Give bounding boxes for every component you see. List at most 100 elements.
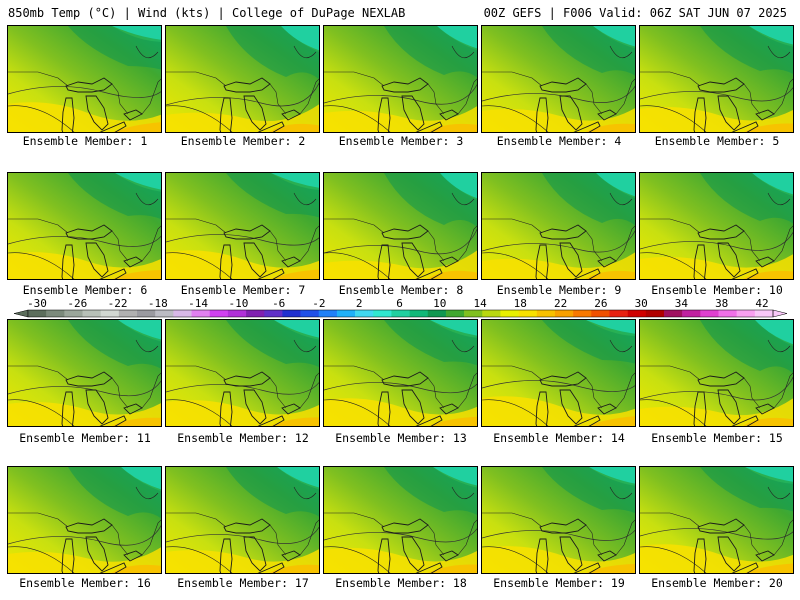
temperature-map <box>482 173 635 279</box>
ensemble-member-label: Ensemble Member: 10 <box>651 283 783 297</box>
temperature-map <box>8 320 161 426</box>
ensemble-member-label: Ensemble Member: 19 <box>493 576 625 590</box>
ensemble-member-label: Ensemble Member: 20 <box>651 576 783 590</box>
ensemble-member-label: Ensemble Member: 13 <box>335 431 467 445</box>
colorbar-swatch <box>591 310 610 317</box>
ensemble-member-label: Ensemble Member: 1 <box>22 134 148 148</box>
colorbar-swatch <box>482 310 501 317</box>
valid-time-title: 00Z GEFS | F006 Valid: 06Z SAT JUN 07 20… <box>483 6 787 20</box>
colorbar-swatch <box>736 310 756 317</box>
colorbar-swatch <box>464 310 483 317</box>
colorbar-swatch <box>118 310 138 317</box>
ensemble-map-panel <box>639 172 794 280</box>
colorbar-swatch <box>518 310 538 317</box>
ensemble-member-label: Ensemble Member: 2 <box>180 134 306 148</box>
ensemble-map-panel <box>481 466 636 574</box>
ensemble-map-panel <box>165 319 320 427</box>
ensemble-map-panel <box>7 319 162 427</box>
colorbar-tick-label: -14 <box>188 297 208 310</box>
temperature-map <box>166 467 319 573</box>
colorbar-tick-label: 6 <box>396 297 403 310</box>
colorbar-swatch <box>700 310 719 317</box>
colorbar-swatch <box>391 310 410 317</box>
temperature-map <box>640 467 793 573</box>
ensemble-map-panel <box>323 319 478 427</box>
ensemble-member-label: Ensemble Member: 17 <box>177 576 309 590</box>
temperature-map <box>324 320 477 426</box>
colorbar-swatch <box>137 310 156 317</box>
colorbar-swatch <box>155 310 174 317</box>
ensemble-member-label: Ensemble Member: 6 <box>22 283 148 297</box>
temperature-map <box>8 173 161 279</box>
colorbar-swatch <box>64 310 83 317</box>
temperature-map <box>324 173 477 279</box>
colorbar-left-arrow <box>13 309 29 318</box>
ensemble-member-label: Ensemble Member: 9 <box>496 283 622 297</box>
colorbar-tick-label: 38 <box>715 297 728 310</box>
ensemble-map-panel <box>165 172 320 280</box>
ensemble-map-panel <box>323 466 478 574</box>
colorbar-swatch <box>355 310 374 317</box>
ensemble-member-label: Ensemble Member: 4 <box>496 134 622 148</box>
colorbar-swatch <box>46 310 65 317</box>
colorbar-swatch <box>264 310 283 317</box>
temperature-map <box>324 467 477 573</box>
colorbar-swatch <box>28 310 47 317</box>
ensemble-map-panel <box>323 172 478 280</box>
ensemble-member-label: Ensemble Member: 5 <box>654 134 780 148</box>
ensemble-map-panel <box>165 466 320 574</box>
colorbar-swatch <box>191 310 211 317</box>
colorbar-swatch <box>554 310 574 317</box>
colorbar-swatch <box>227 310 247 317</box>
colorbar-swatch <box>682 310 701 317</box>
colorbar-tick-label: 18 <box>514 297 527 310</box>
colorbar-tick-label: 30 <box>635 297 648 310</box>
ensemble-map-panel <box>7 466 162 574</box>
temperature-map <box>640 26 793 132</box>
ensemble-member-label: Ensemble Member: 8 <box>338 283 464 297</box>
colorbar-tick-label: 22 <box>554 297 567 310</box>
temperature-map <box>640 173 793 279</box>
ensemble-map-panel <box>481 172 636 280</box>
colorbar-tick-label: 10 <box>433 297 446 310</box>
ensemble-member-label: Ensemble Member: 16 <box>19 576 151 590</box>
ensemble-member-label: Ensemble Member: 11 <box>19 431 151 445</box>
colorbar-tick-label: -2 <box>312 297 325 310</box>
colorbar-swatch <box>645 310 665 317</box>
colorbar-swatch <box>318 310 338 317</box>
ensemble-member-label: Ensemble Member: 14 <box>493 431 625 445</box>
ensemble-map-panel <box>7 25 162 133</box>
colorbar-tick-label: 42 <box>755 297 768 310</box>
colorbar-tick-label: -30 <box>27 297 47 310</box>
colorbar-swatch <box>445 310 465 317</box>
ensemble-member-label: Ensemble Member: 12 <box>177 431 309 445</box>
ensemble-map-panel <box>7 172 162 280</box>
ensemble-member-label: Ensemble Member: 7 <box>180 283 306 297</box>
temperature-map <box>166 173 319 279</box>
colorbar-swatch <box>100 310 120 317</box>
ensemble-member-label: Ensemble Member: 3 <box>338 134 464 148</box>
temperature-map <box>8 467 161 573</box>
colorbar-swatch <box>609 310 628 317</box>
temperature-map <box>482 320 635 426</box>
chart-title: 850mb Temp (°C) | Wind (kts) | College o… <box>8 6 406 20</box>
colorbar-swatch <box>663 310 683 317</box>
colorbar-tick-label: 14 <box>473 297 487 310</box>
colorbar-swatch <box>82 310 101 317</box>
temperature-map <box>482 26 635 132</box>
colorbar-swatch <box>373 310 392 317</box>
colorbar-swatch <box>718 310 737 317</box>
ensemble-map-panel <box>639 25 794 133</box>
ensemble-map-panel <box>165 25 320 133</box>
temperature-map <box>324 26 477 132</box>
temperature-colorbar: -30 -26 -22 -18 -14 -10 -6 -2 2 6 10 14 18 22 26 30 34 38… <box>13 297 788 318</box>
colorbar-swatch <box>754 310 774 317</box>
colorbar-swatch <box>173 310 192 317</box>
temperature-map <box>166 320 319 426</box>
colorbar-swatch <box>209 310 229 317</box>
colorbar-swatch <box>500 310 519 317</box>
colorbar-swatch <box>409 310 429 317</box>
colorbar-tick-label: -22 <box>108 297 128 310</box>
ensemble-member-label: Ensemble Member: 15 <box>651 431 783 445</box>
colorbar-tick-label: -26 <box>67 297 87 310</box>
